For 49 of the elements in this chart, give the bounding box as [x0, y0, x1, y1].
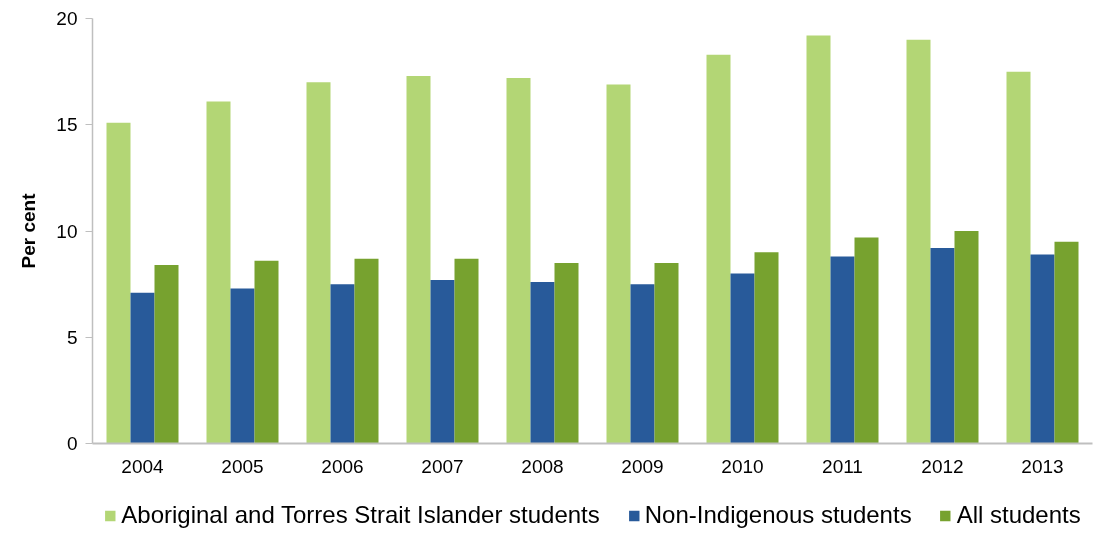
- bar: [554, 262, 579, 444]
- bar: [254, 260, 279, 444]
- bar: [406, 75, 431, 444]
- bar: [206, 101, 231, 444]
- x-tick-label: 2005: [221, 455, 264, 477]
- bar: [854, 237, 879, 444]
- bar: [330, 284, 355, 444]
- bar: [954, 231, 979, 444]
- bar: [454, 258, 479, 444]
- bar: [806, 35, 831, 444]
- bar: [654, 262, 679, 444]
- x-tick-label: 2012: [921, 455, 964, 477]
- x-tick-label: 2009: [621, 455, 664, 477]
- bar: [706, 54, 731, 444]
- x-tick-label: 2013: [1021, 455, 1064, 477]
- bar: [106, 122, 131, 444]
- x-tick-label: 2008: [521, 455, 564, 477]
- x-tick-label: 2004: [121, 455, 165, 477]
- bar: [354, 258, 379, 444]
- y-tick-label: 0: [66, 433, 78, 454]
- bar: [730, 273, 755, 444]
- x-tick-label: 2010: [721, 455, 764, 477]
- bar: [1006, 71, 1031, 444]
- bar: [906, 39, 931, 444]
- y-axis-title: Per cent: [18, 192, 40, 269]
- bar: [230, 288, 255, 444]
- bar: [506, 78, 531, 444]
- bar: [530, 282, 555, 444]
- legend-label: All students: [956, 501, 1081, 529]
- bar: [130, 292, 155, 444]
- legend-label: Aboriginal and Torres Strait Islander students: [121, 501, 600, 529]
- y-tick-label: 10: [56, 220, 78, 242]
- x-tick-label: 2011: [822, 455, 863, 477]
- bar: [154, 265, 179, 444]
- y-tick-label: 15: [56, 114, 78, 136]
- y-tick-label: 5: [66, 326, 78, 348]
- bar: [1054, 241, 1079, 444]
- bar: [1030, 254, 1055, 444]
- x-tick-label: 2006: [321, 455, 364, 477]
- bar: [606, 84, 631, 444]
- bar: [430, 279, 455, 444]
- bar: [830, 256, 855, 444]
- bar: [306, 82, 331, 444]
- legend-label: Non-Indigenous students: [644, 501, 912, 529]
- y-tick-label: 20: [56, 8, 78, 29]
- bar: [754, 252, 779, 444]
- bar: [930, 248, 955, 444]
- bar: [630, 284, 655, 444]
- x-tick-label: 2007: [421, 455, 464, 477]
